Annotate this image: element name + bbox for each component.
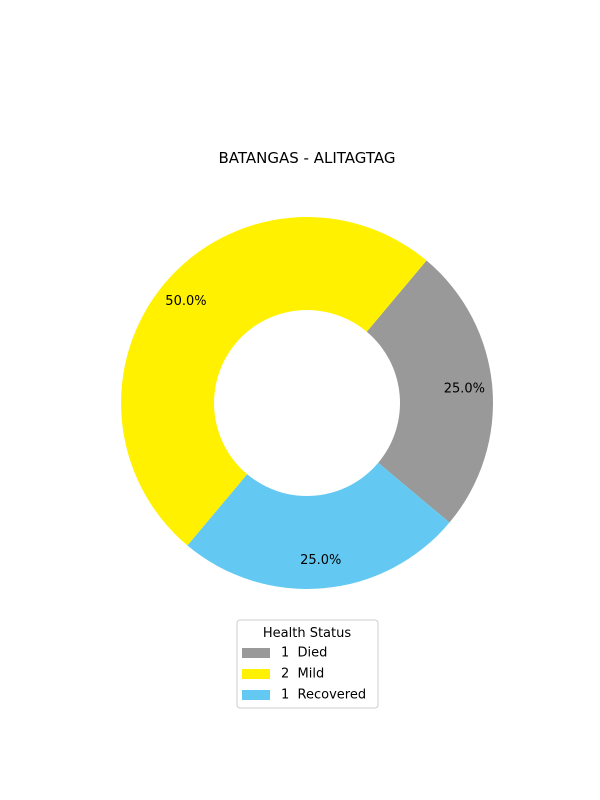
percent-label-died: 25.0% xyxy=(444,382,485,397)
legend-frame xyxy=(236,619,379,709)
slices-group xyxy=(121,217,494,589)
legend-items: 1 Died 2 Mild 1 Recovered xyxy=(242,646,366,703)
legend-label-died: 1 Died xyxy=(281,646,327,661)
percent-label-recovered: 25.0% xyxy=(300,553,341,568)
percent-labels-group: 25.0% 50.0% 25.0% xyxy=(165,294,485,568)
slice-died xyxy=(366,260,494,523)
slice-recovered xyxy=(187,462,450,589)
legend-title: Health Status xyxy=(263,626,351,641)
chart-title: BATANGAS - ALITAGTAG xyxy=(219,149,396,167)
legend-swatch-died xyxy=(242,648,270,658)
slice-mild xyxy=(121,217,427,546)
legend-swatch-mild xyxy=(242,669,270,679)
legend-swatch-recovered xyxy=(242,690,270,700)
legend: Health Status 1 Died 2 Mild 1 Recovered xyxy=(236,619,379,709)
percent-label-mild: 50.0% xyxy=(165,294,206,309)
legend-label-mild: 2 Mild xyxy=(281,667,324,682)
legend-label-recovered: 1 Recovered xyxy=(281,688,366,703)
